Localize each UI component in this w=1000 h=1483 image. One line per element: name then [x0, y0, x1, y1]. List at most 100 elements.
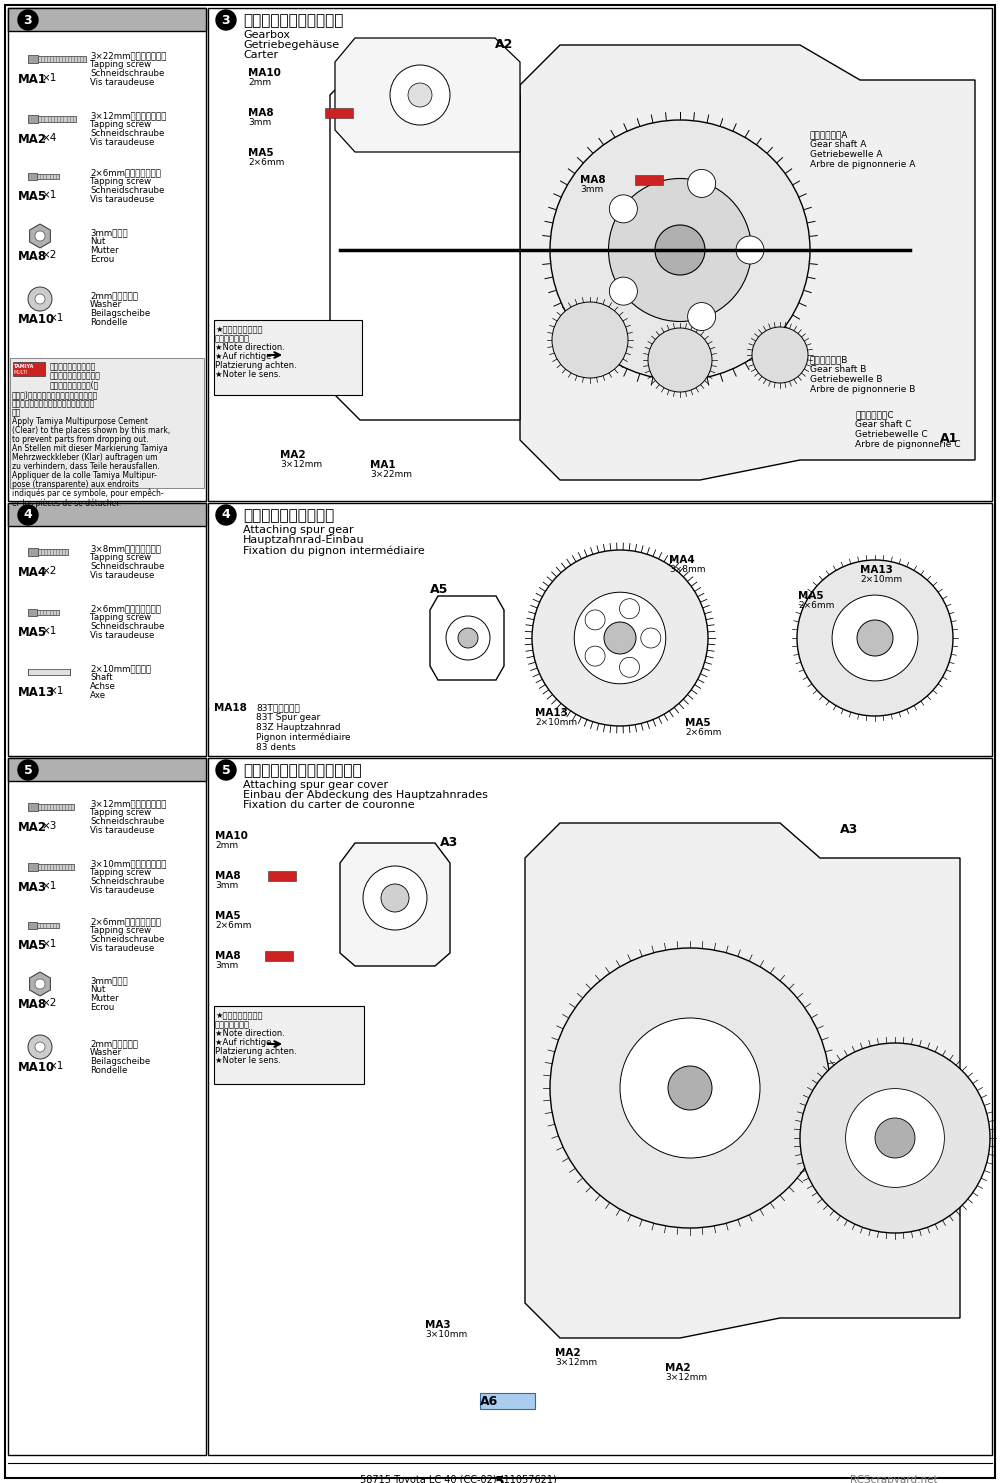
Circle shape [363, 866, 427, 930]
Bar [268, 871, 296, 881]
Text: Tapping screw: Tapping screw [90, 808, 151, 817]
Text: ★Note direction.: ★Note direction. [215, 343, 285, 351]
Text: 5: 5 [495, 1476, 505, 1483]
Text: An Stellen mit dieser Markierung Tamiya: An Stellen mit dieser Markierung Tamiya [12, 443, 168, 452]
Bar [10, 357, 204, 488]
Text: 部品は脱落防止のため、: 部品は脱落防止のため、 [50, 371, 101, 380]
Circle shape [609, 194, 637, 222]
Text: MA10: MA10 [18, 1060, 55, 1074]
Text: ×2: ×2 [42, 998, 57, 1008]
Text: 認して、少量の接着剤で接着してくださ: 認して、少量の接着剤で接着してくださ [12, 399, 95, 408]
Text: 5: 5 [222, 764, 230, 777]
Circle shape [585, 647, 605, 666]
Bar [8, 503, 206, 526]
Text: ×1: ×1 [49, 687, 64, 696]
Text: Fixation du pignon intermédiaire: Fixation du pignon intermédiaire [243, 544, 425, 556]
Text: Vis taraudeuse: Vis taraudeuse [90, 826, 154, 835]
Circle shape [28, 1035, 52, 1059]
Circle shape [688, 169, 716, 197]
Polygon shape [30, 971, 50, 997]
Text: Tapping screw: Tapping screw [90, 925, 151, 934]
Bar [28, 922, 37, 928]
Text: ★Note direction.: ★Note direction. [215, 1029, 285, 1038]
Text: ×4: ×4 [42, 133, 57, 142]
Text: Platzierung achten.: Platzierung achten. [215, 1047, 297, 1056]
Text: er les pièces de se détacher.: er les pièces de se détacher. [12, 498, 121, 507]
Text: Arbre de pignonnerie B: Arbre de pignonnerie B [810, 386, 915, 394]
Text: TAMIYA: TAMIYA [269, 873, 286, 876]
Text: MA13: MA13 [18, 687, 55, 698]
Text: スパーギヤの取り付け: スパーギヤの取り付け [243, 509, 334, 523]
Text: Tapping screw: Tapping screw [90, 553, 151, 562]
Text: 58715 Toyota LC 40 (CC-02) (11057621): 58715 Toyota LC 40 (CC-02) (11057621) [360, 1476, 557, 1483]
Bar [208, 758, 992, 1455]
Text: Washer: Washer [90, 1048, 122, 1057]
Text: MA2: MA2 [18, 822, 47, 833]
Text: MA1: MA1 [370, 460, 396, 470]
Text: 3×12mm: 3×12mm [555, 1358, 597, 1367]
Bar [38, 56, 86, 62]
Text: MA2: MA2 [665, 1363, 691, 1373]
Text: Attaching spur gear: Attaching spur gear [243, 525, 354, 535]
Text: Attaching spur gear cover: Attaching spur gear cover [243, 780, 388, 790]
Circle shape [655, 225, 705, 274]
Circle shape [609, 277, 637, 305]
Text: 2mm: 2mm [248, 79, 271, 87]
Text: TAMIYA: TAMIYA [266, 954, 283, 957]
Text: Nut: Nut [90, 237, 105, 246]
Text: Getriebewelle A: Getriebewelle A [810, 150, 883, 159]
Bar [28, 55, 38, 62]
Text: MA5: MA5 [685, 718, 711, 728]
Text: Ecrou: Ecrou [90, 255, 114, 264]
Bar [28, 669, 70, 675]
Circle shape [620, 657, 640, 678]
Text: MA3: MA3 [425, 1320, 451, 1330]
Text: 3×8mmタッピングビス: 3×8mmタッピングビス [90, 544, 161, 553]
Text: Schneidschraube: Schneidschraube [90, 562, 164, 571]
Text: (Clear) to the places shown by this mark,: (Clear) to the places shown by this mark… [12, 426, 170, 435]
Circle shape [648, 328, 712, 392]
Text: 3: 3 [24, 13, 32, 27]
Bar [28, 863, 38, 871]
Text: MULTI: MULTI [14, 369, 28, 375]
Polygon shape [520, 44, 975, 480]
Circle shape [550, 948, 830, 1228]
Text: してください。: してください。 [215, 334, 250, 343]
Circle shape [797, 561, 953, 716]
Text: 5: 5 [24, 764, 32, 777]
Text: 2×6mmタッピングビス: 2×6mmタッピングビス [90, 168, 161, 176]
Circle shape [216, 506, 236, 525]
Text: スパーギヤカバーの取り付け: スパーギヤカバーの取り付け [243, 762, 362, 779]
Text: 2×6mmタッピングビス: 2×6mmタッピングビス [90, 916, 161, 925]
Circle shape [608, 178, 752, 322]
Bar [38, 804, 74, 810]
Circle shape [832, 595, 918, 681]
Polygon shape [238, 343, 258, 366]
Text: Schneidschraube: Schneidschraube [90, 876, 164, 885]
Text: to prevent parts from dropping out.: to prevent parts from dropping out. [12, 435, 149, 443]
Text: MA18: MA18 [214, 703, 247, 713]
Text: タミヤ多用途接着剤(ク: タミヤ多用途接着剤(ク [50, 380, 99, 389]
Text: Mehrzweckkleber (Klar) auftragen um: Mehrzweckkleber (Klar) auftragen um [12, 452, 158, 463]
Text: Rondelle: Rondelle [90, 317, 127, 326]
Text: ×1: ×1 [42, 881, 57, 891]
Circle shape [216, 759, 236, 780]
Text: Beilagscheibe: Beilagscheibe [90, 308, 150, 317]
Text: Vis taraudeuse: Vis taraudeuse [90, 630, 154, 641]
Text: Carter: Carter [243, 50, 278, 59]
Circle shape [574, 592, 666, 684]
Text: MA13: MA13 [535, 707, 568, 718]
Text: ×2: ×2 [42, 567, 57, 575]
Text: Vis taraudeuse: Vis taraudeuse [90, 945, 154, 954]
Text: Getriebegehäuse: Getriebegehäuse [243, 40, 339, 50]
Text: Nut: Nut [90, 985, 105, 994]
Polygon shape [330, 65, 520, 420]
Text: Pignon intermédiaire: Pignon intermédiaire [256, 733, 351, 743]
Circle shape [458, 627, 478, 648]
Circle shape [28, 288, 52, 311]
Circle shape [381, 884, 409, 912]
Text: Tapping screw: Tapping screw [90, 59, 151, 70]
Text: Gear shaft A: Gear shaft A [810, 139, 866, 148]
Text: MA8: MA8 [18, 998, 47, 1011]
Circle shape [552, 303, 628, 378]
